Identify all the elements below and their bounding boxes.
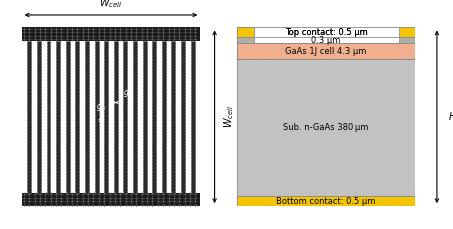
Bar <box>143 41 147 193</box>
Bar <box>133 41 137 193</box>
Text: $W_{cell}$: $W_{cell}$ <box>222 105 236 128</box>
Bar <box>56 41 60 193</box>
Bar <box>191 41 195 193</box>
Bar <box>237 196 415 206</box>
Bar <box>237 59 415 196</box>
Bar <box>237 27 415 37</box>
Bar <box>95 41 99 193</box>
Bar <box>172 41 175 193</box>
Bar <box>75 41 79 193</box>
Bar <box>47 41 50 193</box>
Text: Top contact: 0.5 μm: Top contact: 0.5 μm <box>285 28 367 37</box>
Bar <box>37 41 41 193</box>
Text: GaAs 1J cell 4.3 μm: GaAs 1J cell 4.3 μm <box>285 46 367 56</box>
Bar <box>66 41 70 193</box>
Bar <box>237 37 254 43</box>
Text: $g_s$: $g_s$ <box>123 88 132 99</box>
Bar <box>237 27 415 59</box>
Bar <box>152 41 156 193</box>
Text: Sub. n-GaAs 380 μm: Sub. n-GaAs 380 μm <box>284 123 369 132</box>
Text: $g_w$: $g_w$ <box>96 102 107 113</box>
Bar <box>162 41 166 193</box>
Text: Bottom contact: 0.5 μm: Bottom contact: 0.5 μm <box>276 197 376 206</box>
Bar <box>27 41 31 193</box>
Bar <box>123 41 127 193</box>
Bar <box>237 27 254 37</box>
Bar <box>399 37 415 43</box>
Bar <box>237 37 415 43</box>
Bar <box>237 43 415 59</box>
Bar <box>22 27 200 41</box>
Text: 0.3 μm: 0.3 μm <box>312 36 341 45</box>
Text: Top contact: 0.5 μm: Top contact: 0.5 μm <box>285 28 367 37</box>
Bar <box>254 27 399 37</box>
Bar <box>85 41 89 193</box>
Text: $W_{cell}$: $W_{cell}$ <box>99 0 123 10</box>
Text: $H_c$: $H_c$ <box>448 110 453 124</box>
Bar <box>181 41 185 193</box>
Bar <box>114 41 118 193</box>
Bar <box>22 193 200 206</box>
Bar <box>104 41 108 193</box>
Bar <box>399 27 415 37</box>
